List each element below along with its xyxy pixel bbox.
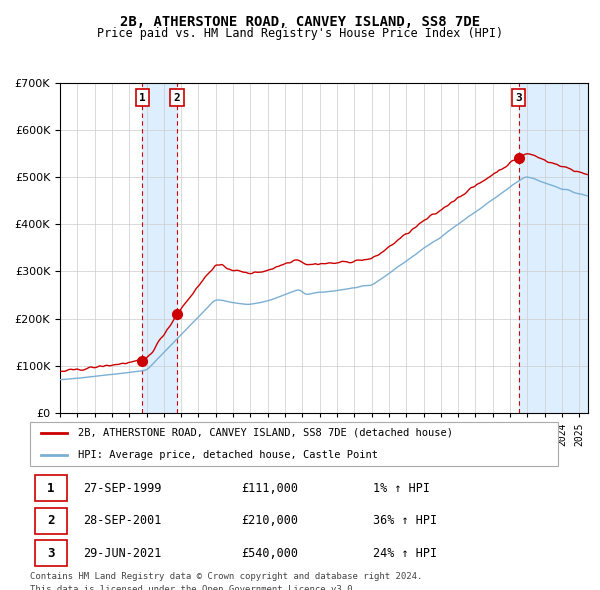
FancyBboxPatch shape [30, 422, 558, 466]
Text: 2B, ATHERSTONE ROAD, CANVEY ISLAND, SS8 7DE: 2B, ATHERSTONE ROAD, CANVEY ISLAND, SS8 … [120, 15, 480, 29]
Text: 3: 3 [47, 546, 55, 560]
Text: 1: 1 [139, 93, 146, 103]
Text: 24% ↑ HPI: 24% ↑ HPI [373, 546, 437, 560]
Text: Contains HM Land Registry data © Crown copyright and database right 2024.: Contains HM Land Registry data © Crown c… [30, 572, 422, 581]
Text: £540,000: £540,000 [241, 546, 298, 560]
Text: 29-JUN-2021: 29-JUN-2021 [83, 546, 161, 560]
Text: 36% ↑ HPI: 36% ↑ HPI [373, 514, 437, 527]
Text: Price paid vs. HM Land Registry's House Price Index (HPI): Price paid vs. HM Land Registry's House … [97, 27, 503, 40]
Bar [519, 83, 588, 413]
Text: 1: 1 [47, 481, 55, 495]
Text: 28-SEP-2001: 28-SEP-2001 [83, 514, 161, 527]
Text: 2: 2 [173, 93, 180, 103]
Text: 1% ↑ HPI: 1% ↑ HPI [373, 481, 430, 495]
Text: HPI: Average price, detached house, Castle Point: HPI: Average price, detached house, Cast… [77, 450, 377, 460]
Text: £111,000: £111,000 [241, 481, 298, 495]
Text: 3: 3 [515, 93, 522, 103]
FancyBboxPatch shape [35, 476, 67, 502]
FancyBboxPatch shape [35, 540, 67, 566]
Bar [142, 83, 177, 413]
Text: 27-SEP-1999: 27-SEP-1999 [83, 481, 161, 495]
Text: £210,000: £210,000 [241, 514, 298, 527]
FancyBboxPatch shape [35, 507, 67, 534]
Text: This data is licensed under the Open Government Licence v3.0.: This data is licensed under the Open Gov… [30, 585, 358, 590]
Text: 2: 2 [47, 514, 55, 527]
Text: 2B, ATHERSTONE ROAD, CANVEY ISLAND, SS8 7DE (detached house): 2B, ATHERSTONE ROAD, CANVEY ISLAND, SS8 … [77, 428, 452, 438]
